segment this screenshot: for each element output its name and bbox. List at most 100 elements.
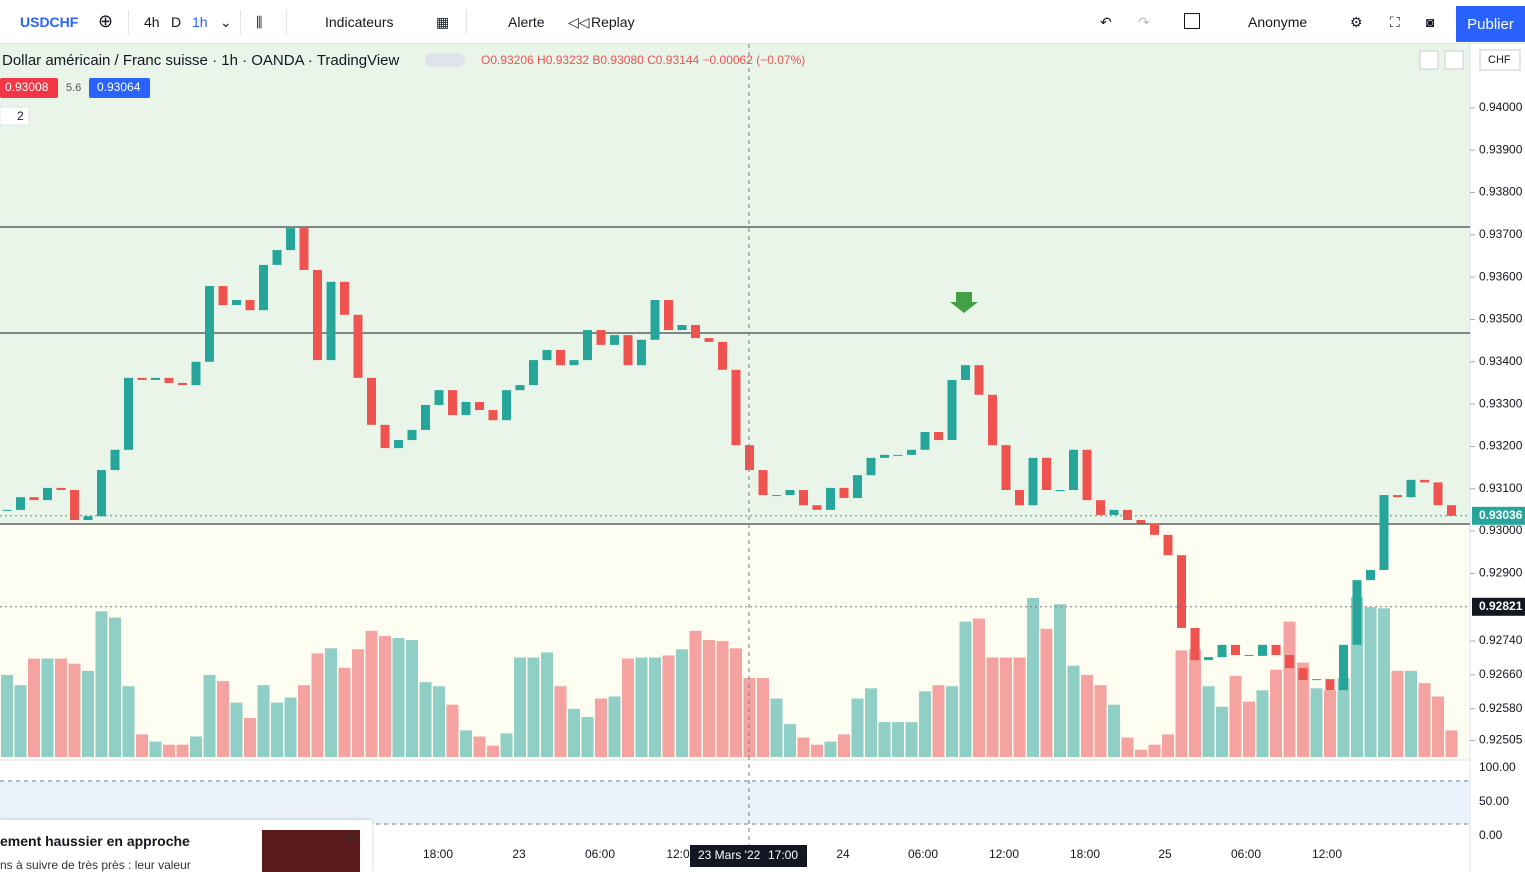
- volume-bar: [284, 697, 297, 757]
- volume-bar: [176, 744, 189, 757]
- ad[interactable]: ement haussier en approche ns à suivre d…: [0, 820, 372, 872]
- ask-box[interactable]: [89, 78, 150, 98]
- alert-button[interactable]: Alerte: [508, 14, 545, 30]
- candle: [1420, 479, 1429, 483]
- layout-icon[interactable]: [1184, 13, 1200, 29]
- volume-bar: [568, 708, 580, 757]
- candle: [97, 470, 106, 517]
- publish-button[interactable]: Publier: [1456, 6, 1525, 42]
- volume-bar: [730, 648, 742, 757]
- collapse-box[interactable]: [0, 106, 30, 126]
- snapshot[interactable]: ◙: [1426, 14, 1435, 30]
- candle: [1406, 479, 1416, 498]
- volume-bar: [446, 704, 459, 757]
- settings[interactable]: ⚙: [1350, 14, 1363, 30]
- candle: [407, 429, 417, 441]
- currency-box[interactable]: [1479, 49, 1521, 71]
- x-tick-label: 12:00: [1312, 847, 1342, 861]
- candle: [1055, 489, 1065, 491]
- osc-tick-label: 0.00: [1479, 828, 1503, 842]
- candle: [110, 449, 120, 471]
- separator: [466, 10, 467, 34]
- candle: [367, 377, 376, 425]
- volume-bar: [1189, 649, 1201, 757]
- volume-bar: [784, 724, 796, 757]
- currency[interactable]: CHF: [1488, 54, 1511, 66]
- candle: [1204, 657, 1213, 661]
- candle: [1190, 627, 1200, 661]
- collapse[interactable]: 2: [17, 109, 24, 123]
- candle: [245, 300, 255, 311]
- candle: [1109, 509, 1119, 515]
- volume-bar: [1256, 690, 1269, 757]
- x-tick-label: 06:00: [585, 847, 615, 861]
- add-symbol[interactable]: ⊕: [98, 11, 114, 31]
- volume-bar: [41, 658, 54, 757]
- volume-bar: [82, 670, 94, 757]
- ad-image: [262, 830, 360, 872]
- toolbar: USDCHF ⊕ 4h D 1h ⌄ ⫼ Indicateurs ▦ Alert…: [0, 0, 1525, 44]
- candle: [1339, 644, 1348, 691]
- redo[interactable]: ↷: [1138, 14, 1150, 30]
- candle: [232, 300, 241, 306]
- volume-bar: [959, 621, 972, 757]
- indicators-button[interactable]: Indicateurs: [325, 14, 394, 30]
- y-tick-label: 0.92740: [1479, 633, 1523, 647]
- replay-button[interactable]: Replay: [591, 14, 635, 30]
- bid-box[interactable]: [0, 78, 58, 98]
- crosshair-price-label: 0.92821: [1479, 599, 1523, 613]
- volume-bar: [1283, 621, 1296, 757]
- candle: [1015, 489, 1024, 506]
- ad-close[interactable]: ✕: [345, 830, 357, 846]
- x-tick-label: 06:00: [908, 847, 938, 861]
- crosshair-time-box: [690, 845, 807, 867]
- interval[interactable]: D: [171, 14, 182, 30]
- fullscreen[interactable]: ⛶: [1390, 14, 1400, 30]
- volume-bar: [878, 722, 891, 757]
- volume-bar: [1418, 683, 1431, 757]
- volume-bar: [325, 648, 337, 757]
- volume-bar: [352, 649, 364, 757]
- candle: [826, 487, 835, 510]
- candle: [664, 300, 673, 331]
- button[interactable]: [1419, 50, 1439, 70]
- interval-menu[interactable]: ⌄: [220, 14, 232, 30]
- volume-bar: [581, 717, 594, 757]
- undo[interactable]: ↶: [1100, 14, 1112, 30]
- candle: [394, 440, 403, 449]
- volume-bar: [932, 685, 945, 757]
- candle: [1163, 534, 1173, 556]
- candle: [596, 330, 606, 345]
- candle: [1028, 457, 1038, 506]
- bid[interactable]: 0.93008: [5, 80, 49, 94]
- templates[interactable]: ▦: [436, 14, 450, 30]
- y-tick-label: 0.92580: [1479, 701, 1523, 715]
- volume-bar: [1148, 744, 1161, 757]
- symbol[interactable]: USDCHF: [20, 14, 79, 30]
- candle: [934, 432, 943, 441]
- chart-type[interactable]: ⫼: [256, 14, 263, 30]
- volume-bar: [676, 649, 688, 757]
- volume-bar: [635, 657, 648, 757]
- interval[interactable]: 1h: [192, 14, 208, 30]
- separator: [286, 10, 287, 34]
- ask[interactable]: 0.93064: [97, 80, 141, 94]
- volume-bar: [1067, 665, 1080, 757]
- volume-bar: [55, 658, 67, 757]
- volume-bar: [662, 655, 675, 757]
- volume-bar: [1175, 650, 1188, 757]
- volume-bar: [1324, 690, 1336, 757]
- volume-bar: [770, 698, 783, 757]
- candle: [205, 286, 214, 362]
- replay-icon: ◁◁: [568, 14, 590, 30]
- y-tick-label: 0.93900: [1479, 142, 1523, 156]
- volume-bar: [1337, 678, 1350, 757]
- layout-name[interactable]: Anonyme: [1248, 14, 1308, 30]
- current-price-box: [1472, 506, 1525, 525]
- volume-bar: [460, 730, 472, 757]
- button[interactable]: [1444, 50, 1464, 70]
- volume-bar: [1216, 706, 1228, 757]
- interval[interactable]: 4h: [144, 14, 160, 30]
- volume-bar: [190, 736, 202, 757]
- volume-bar: [1027, 598, 1039, 757]
